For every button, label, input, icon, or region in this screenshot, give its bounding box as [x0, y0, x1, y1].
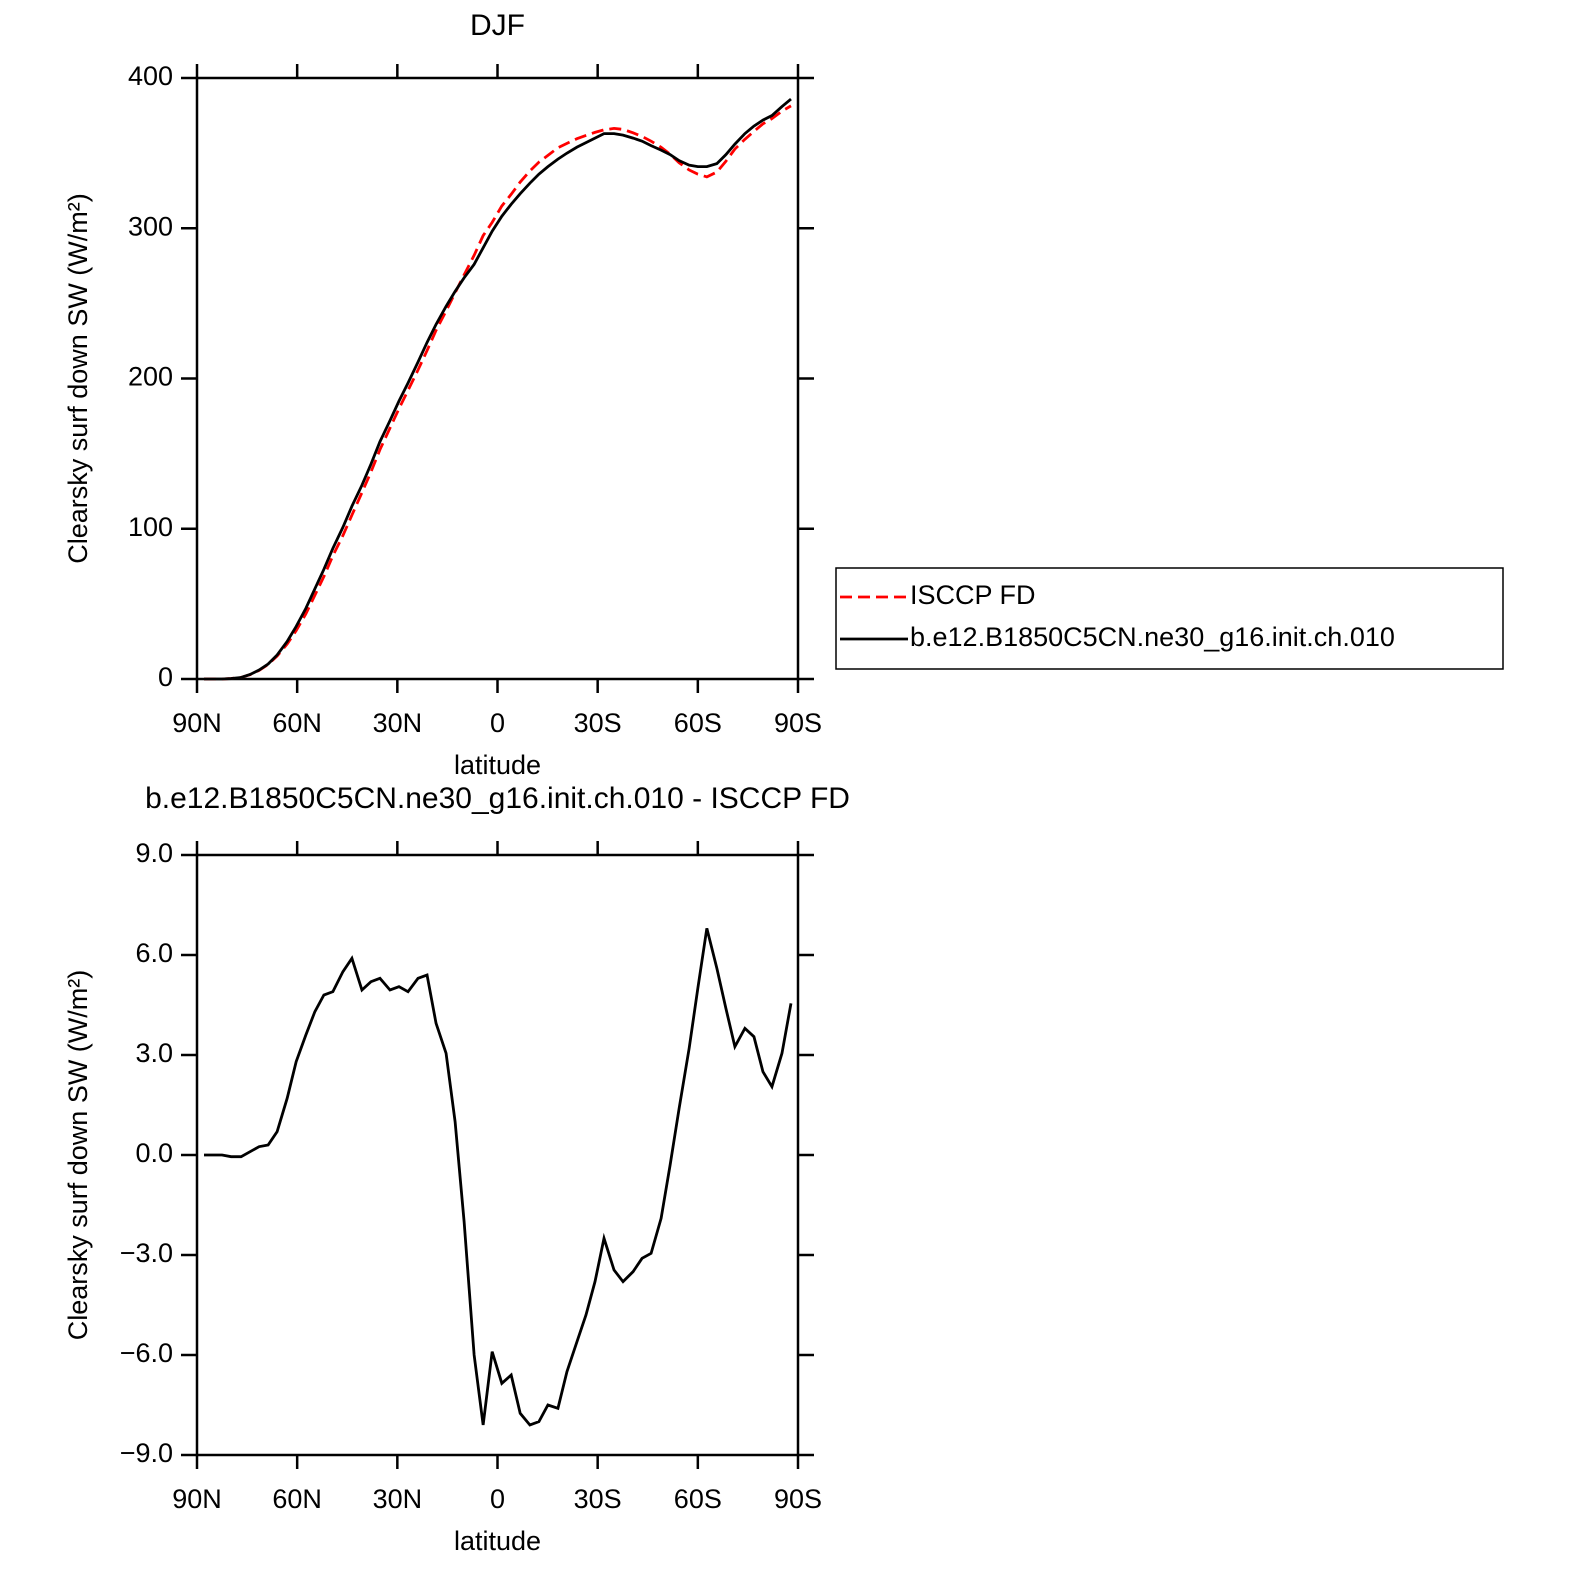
- y-tick-label: 100: [128, 512, 173, 542]
- y-tick-label: −3.0: [120, 1238, 173, 1268]
- x-tick-label: 60N: [272, 708, 322, 738]
- data-line: [204, 927, 793, 1427]
- legend-label: b.e12.B1850C5CN.ne30_g16.init.ch.010: [910, 622, 1395, 652]
- x-tick-label: 30N: [373, 708, 423, 738]
- x-tick-label: 90N: [172, 1484, 222, 1514]
- data-line: [204, 104, 792, 681]
- y-tick-label: 300: [128, 211, 173, 241]
- y-tick-label: 0.0: [135, 1138, 173, 1168]
- legend-box: [835, 567, 1504, 670]
- x-tick-label: 60S: [674, 708, 722, 738]
- x-axis-label: latitude: [454, 750, 541, 780]
- y-tick-label: 6.0: [135, 938, 173, 968]
- x-tick-label: 90S: [774, 708, 822, 738]
- x-tick-label: 30S: [574, 1484, 622, 1514]
- x-axis-label: latitude: [454, 1526, 541, 1556]
- x-tick-label: 30N: [373, 1484, 423, 1514]
- y-axis-label: Clearsky surf down SW (W/m²): [63, 970, 93, 1341]
- chart-title: DJF: [470, 9, 525, 42]
- y-tick-label: −9.0: [120, 1438, 173, 1468]
- y-tick-label: 3.0: [135, 1038, 173, 1068]
- y-tick-label: 0: [158, 662, 173, 692]
- data-line: [204, 97, 792, 681]
- x-tick-label: 90S: [774, 1484, 822, 1514]
- x-tick-label: 60S: [674, 1484, 722, 1514]
- x-tick-label: 90N: [172, 708, 222, 738]
- y-tick-label: 9.0: [135, 838, 173, 868]
- plot-frame: [195, 76, 800, 681]
- y-tick-label: 200: [128, 362, 173, 392]
- y-tick-label: −6.0: [120, 1338, 173, 1368]
- legend-label: ISCCP FD: [910, 580, 1036, 610]
- x-tick-label: 0: [490, 708, 505, 738]
- x-tick-label: 0: [490, 1484, 505, 1514]
- y-tick-label: 400: [128, 61, 173, 91]
- y-axis-label: Clearsky surf down SW (W/m²): [63, 193, 93, 564]
- x-tick-label: 30S: [574, 708, 622, 738]
- x-tick-label: 60N: [272, 1484, 322, 1514]
- chart-title: b.e12.B1850C5CN.ne30_g16.init.ch.010 - I…: [145, 782, 850, 815]
